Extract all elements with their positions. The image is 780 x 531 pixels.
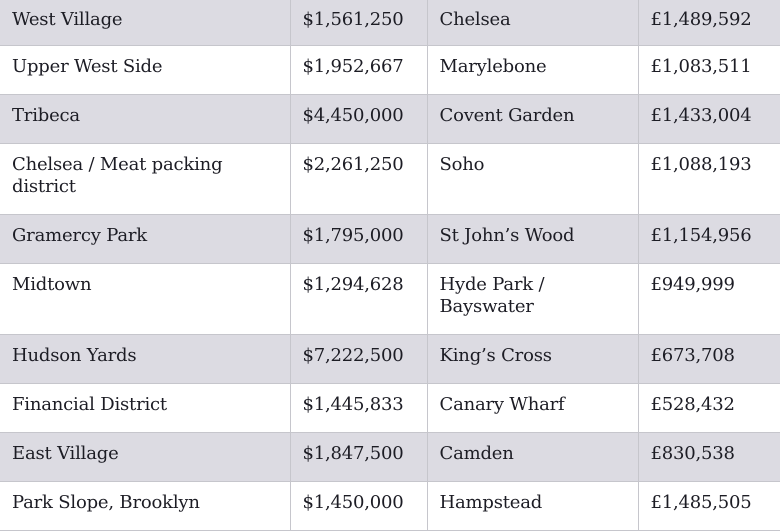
london-neighbourhood-cell: Covent Garden <box>427 94 639 144</box>
london-price-cell: £1,083,511 <box>638 45 780 95</box>
ny-neighbourhood-cell: Hudson Yards <box>0 334 291 384</box>
ny-neighbourhood-cell: Tribeca <box>0 94 291 144</box>
london-price-cell: £673,708 <box>638 334 780 384</box>
ny-price-cell: $1,561,250 <box>290 0 428 46</box>
london-neighbourhood-cell: Chelsea <box>427 0 639 46</box>
london-neighbourhood-cell: Marylebone <box>427 45 639 95</box>
london-neighbourhood-cell: Hampstead <box>427 481 639 531</box>
table-row: West Village $1,561,250 Chelsea £1,489,5… <box>0 0 780 46</box>
table-row: Tribeca $4,450,000 Covent Garden £1,433,… <box>0 94 780 144</box>
table-row: Midtown $1,294,628 Hyde Park / Bayswater… <box>0 263 780 335</box>
london-price-cell: £1,485,505 <box>638 481 780 531</box>
london-price-cell: £1,154,956 <box>638 214 780 264</box>
london-neighbourhood-cell: St John’s Wood <box>427 214 639 264</box>
ny-price-cell: $7,222,500 <box>290 334 428 384</box>
london-price-cell: £1,088,193 <box>638 143 780 215</box>
london-price-cell: £1,489,592 <box>638 0 780 46</box>
table-row: Gramercy Park $1,795,000 St John’s Wood … <box>0 214 780 264</box>
london-neighbourhood-cell: Soho <box>427 143 639 215</box>
ny-neighbourhood-cell: West Village <box>0 0 291 46</box>
ny-price-cell: $2,261,250 <box>290 143 428 215</box>
london-neighbourhood-cell: King’s Cross <box>427 334 639 384</box>
ny-price-cell: $1,294,628 <box>290 263 428 335</box>
ny-neighbourhood-cell: Midtown <box>0 263 291 335</box>
london-neighbourhood-cell: Camden <box>427 432 639 482</box>
table-row: East Village $1,847,500 Camden £830,538 <box>0 432 780 482</box>
ny-neighbourhood-cell: Chelsea / Meat packing district <box>0 143 291 215</box>
london-price-cell: £1,433,004 <box>638 94 780 144</box>
table-row: Chelsea / Meat packing district $2,261,2… <box>0 143 780 215</box>
table-row: Hudson Yards $7,222,500 King’s Cross £67… <box>0 334 780 384</box>
ny-neighbourhood-cell: East Village <box>0 432 291 482</box>
ny-neighbourhood-cell: Upper West Side <box>0 45 291 95</box>
london-neighbourhood-cell: Hyde Park / Bayswater <box>427 263 639 335</box>
ny-neighbourhood-cell: Gramercy Park <box>0 214 291 264</box>
london-price-cell: £830,538 <box>638 432 780 482</box>
ny-price-cell: $1,795,000 <box>290 214 428 264</box>
table-row: Financial District $1,445,833 Canary Wha… <box>0 383 780 433</box>
ny-price-cell: $4,450,000 <box>290 94 428 144</box>
ny-neighbourhood-cell: Park Slope, Brooklyn <box>0 481 291 531</box>
ny-price-cell: $1,952,667 <box>290 45 428 95</box>
table-row: Upper West Side $1,952,667 Marylebone £1… <box>0 45 780 95</box>
ny-neighbourhood-cell: Financial District <box>0 383 291 433</box>
ny-price-cell: $1,445,833 <box>290 383 428 433</box>
ny-price-cell: $1,450,000 <box>290 481 428 531</box>
london-neighbourhood-cell: Canary Wharf <box>427 383 639 433</box>
london-price-cell: £528,432 <box>638 383 780 433</box>
london-price-cell: £949,999 <box>638 263 780 335</box>
ny-price-cell: $1,847,500 <box>290 432 428 482</box>
table-row: Park Slope, Brooklyn $1,450,000 Hampstea… <box>0 481 780 531</box>
